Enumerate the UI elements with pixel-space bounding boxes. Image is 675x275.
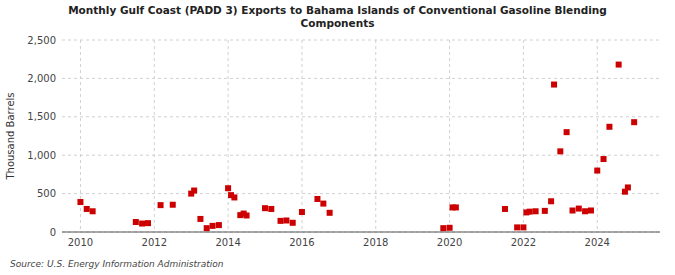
y-grid-line xyxy=(62,116,660,117)
y-grid-line xyxy=(62,232,660,233)
point xyxy=(231,194,237,200)
y-tick-label: 0 xyxy=(50,227,56,238)
point xyxy=(557,148,563,154)
point xyxy=(283,217,289,223)
point xyxy=(133,219,139,225)
x-tick-label: 2010 xyxy=(68,237,93,248)
point xyxy=(533,208,539,214)
point xyxy=(582,208,588,214)
point xyxy=(447,225,453,231)
x-grid-line xyxy=(301,40,302,232)
y-tick-label: 1,500 xyxy=(27,111,56,122)
y-tick-label: 2,000 xyxy=(27,73,56,84)
point xyxy=(299,209,305,215)
x-tick-label: 2020 xyxy=(437,237,462,248)
point xyxy=(548,198,554,204)
x-tick-label: 2012 xyxy=(142,237,167,248)
point xyxy=(278,218,284,224)
y-tick-label: 2,500 xyxy=(27,35,56,46)
x-grid-line xyxy=(449,40,450,232)
point xyxy=(268,206,274,212)
point xyxy=(77,199,83,205)
points xyxy=(77,62,637,232)
point xyxy=(191,188,197,194)
point xyxy=(564,129,570,135)
point xyxy=(588,207,594,213)
point xyxy=(551,82,557,88)
point xyxy=(262,205,268,211)
point xyxy=(594,168,600,174)
point xyxy=(576,206,582,212)
source-note: Source: U.S. Energy Information Administ… xyxy=(10,259,224,269)
point xyxy=(625,184,631,190)
point xyxy=(502,206,508,212)
point xyxy=(520,224,526,230)
x-tick-label: 2018 xyxy=(363,237,388,248)
x-tick-label: 2022 xyxy=(511,237,536,248)
x-tick-label: 2014 xyxy=(215,237,240,248)
point xyxy=(225,185,231,191)
point xyxy=(314,196,320,202)
point xyxy=(204,225,210,231)
y-tick-label: 1,000 xyxy=(27,150,56,161)
x-grid-line xyxy=(375,40,376,232)
point xyxy=(570,207,576,213)
y-axis-label: Thousand Barrels xyxy=(5,92,16,180)
y-tick-label: 500 xyxy=(37,188,56,199)
x-axis-line xyxy=(62,232,660,233)
title: Monthly Gulf Coast (PADD 3) Exports to B… xyxy=(68,4,607,29)
point xyxy=(631,119,637,125)
point xyxy=(145,220,151,226)
point xyxy=(542,208,548,214)
point xyxy=(453,204,459,210)
point xyxy=(320,201,326,207)
point xyxy=(327,210,333,216)
point xyxy=(606,124,612,130)
x-tick-label: 2016 xyxy=(289,237,314,248)
title-line: Components xyxy=(301,17,375,29)
y-grid-line xyxy=(62,155,660,156)
point xyxy=(90,208,96,214)
point xyxy=(616,62,622,68)
point xyxy=(170,202,176,208)
title-line: Monthly Gulf Coast (PADD 3) Exports to B… xyxy=(68,4,607,16)
point xyxy=(158,202,164,208)
point xyxy=(216,222,222,228)
y-grid-line xyxy=(62,193,660,194)
x-tick-label: 2024 xyxy=(585,237,610,248)
x-grid-line xyxy=(597,40,598,232)
x-grid-line xyxy=(523,40,524,232)
point xyxy=(527,209,533,215)
point xyxy=(197,216,203,222)
point xyxy=(601,156,607,162)
y-grid-line xyxy=(62,78,660,79)
x-grid-line xyxy=(228,40,229,232)
y-grid-line xyxy=(62,40,660,41)
point xyxy=(440,225,446,231)
point xyxy=(514,224,520,230)
chart: Monthly Gulf Coast (PADD 3) Exports to B… xyxy=(0,0,675,275)
grid xyxy=(62,40,660,232)
x-grid-line xyxy=(154,40,155,232)
point xyxy=(244,212,250,218)
point xyxy=(290,220,296,226)
point xyxy=(139,221,145,227)
point xyxy=(210,223,216,229)
point xyxy=(84,206,90,212)
